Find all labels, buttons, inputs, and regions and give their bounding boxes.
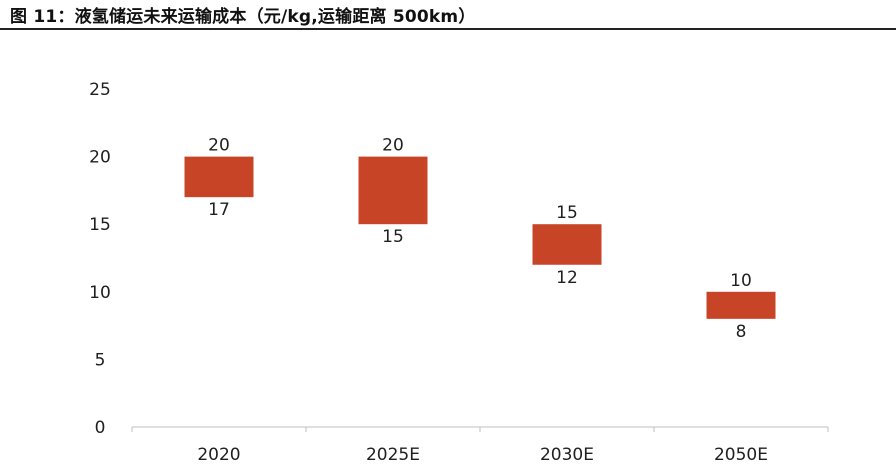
data-label-low: 8 xyxy=(736,322,747,342)
y-tick-label: 10 xyxy=(89,283,111,303)
range-bar xyxy=(706,291,776,319)
range-bar xyxy=(184,156,254,198)
figure-header: 图 11：液氢储运未来运输成本（元/kg,运输距离 500km） xyxy=(0,0,896,30)
range-bar xyxy=(532,224,602,265)
y-tick-label: 0 xyxy=(95,418,106,438)
data-label-high: 15 xyxy=(556,203,578,223)
data-label-high: 20 xyxy=(382,136,404,156)
x-tick-label: 2030E xyxy=(540,445,594,465)
y-tick-label: 25 xyxy=(89,80,111,100)
data-label-high: 10 xyxy=(730,271,752,291)
y-tick-label: 15 xyxy=(89,215,111,235)
x-tick-label: 2050E xyxy=(714,445,768,465)
x-tick-label: 2020 xyxy=(197,445,240,465)
data-label-high: 20 xyxy=(208,136,230,156)
range-bar xyxy=(358,156,428,225)
data-label-low: 17 xyxy=(208,200,230,220)
y-tick-label: 20 xyxy=(89,148,111,168)
data-label-low: 15 xyxy=(382,227,404,247)
x-tick-label: 2025E xyxy=(366,445,420,465)
figure-title: 图 11：液氢储运未来运输成本（元/kg,运输距离 500km） xyxy=(10,7,476,27)
data-label-low: 12 xyxy=(556,268,578,288)
y-tick-label: 5 xyxy=(95,350,106,370)
